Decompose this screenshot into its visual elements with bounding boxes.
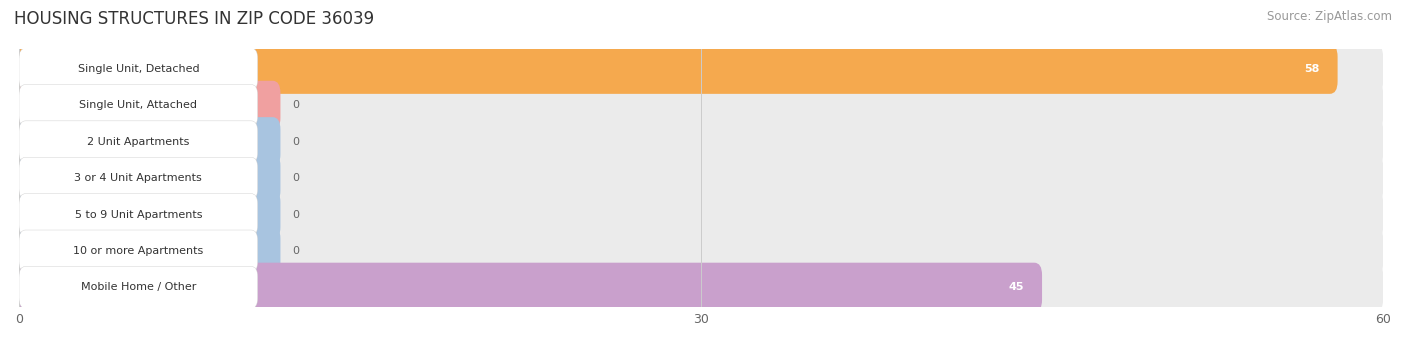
FancyBboxPatch shape bbox=[20, 157, 257, 199]
Text: Single Unit, Detached: Single Unit, Detached bbox=[77, 64, 200, 74]
FancyBboxPatch shape bbox=[20, 117, 280, 167]
Text: Mobile Home / Other: Mobile Home / Other bbox=[80, 282, 195, 293]
Text: Source: ZipAtlas.com: Source: ZipAtlas.com bbox=[1267, 10, 1392, 23]
FancyBboxPatch shape bbox=[20, 230, 257, 272]
FancyBboxPatch shape bbox=[20, 190, 1384, 239]
Text: 0: 0 bbox=[292, 137, 299, 147]
FancyBboxPatch shape bbox=[20, 153, 280, 203]
FancyBboxPatch shape bbox=[20, 226, 280, 276]
FancyBboxPatch shape bbox=[20, 44, 1384, 94]
FancyBboxPatch shape bbox=[20, 226, 1384, 276]
FancyBboxPatch shape bbox=[20, 117, 1384, 167]
Text: 3 or 4 Unit Apartments: 3 or 4 Unit Apartments bbox=[75, 173, 202, 183]
FancyBboxPatch shape bbox=[20, 81, 1384, 130]
FancyBboxPatch shape bbox=[20, 48, 257, 90]
FancyBboxPatch shape bbox=[20, 81, 280, 130]
FancyBboxPatch shape bbox=[20, 194, 257, 236]
FancyBboxPatch shape bbox=[20, 153, 1384, 203]
Text: 0: 0 bbox=[292, 101, 299, 110]
Text: 2 Unit Apartments: 2 Unit Apartments bbox=[87, 137, 190, 147]
Text: 0: 0 bbox=[292, 210, 299, 220]
Text: 0: 0 bbox=[292, 173, 299, 183]
FancyBboxPatch shape bbox=[20, 85, 257, 127]
FancyBboxPatch shape bbox=[20, 190, 280, 239]
Text: HOUSING STRUCTURES IN ZIP CODE 36039: HOUSING STRUCTURES IN ZIP CODE 36039 bbox=[14, 10, 374, 28]
FancyBboxPatch shape bbox=[20, 44, 1337, 94]
FancyBboxPatch shape bbox=[20, 266, 257, 309]
Text: 45: 45 bbox=[1008, 282, 1024, 293]
Text: 5 to 9 Unit Apartments: 5 to 9 Unit Apartments bbox=[75, 210, 202, 220]
Text: Single Unit, Attached: Single Unit, Attached bbox=[79, 101, 197, 110]
FancyBboxPatch shape bbox=[20, 121, 257, 163]
FancyBboxPatch shape bbox=[20, 263, 1384, 312]
Text: 58: 58 bbox=[1303, 64, 1319, 74]
Text: 10 or more Apartments: 10 or more Apartments bbox=[73, 246, 204, 256]
FancyBboxPatch shape bbox=[20, 263, 1042, 312]
Text: 0: 0 bbox=[292, 246, 299, 256]
